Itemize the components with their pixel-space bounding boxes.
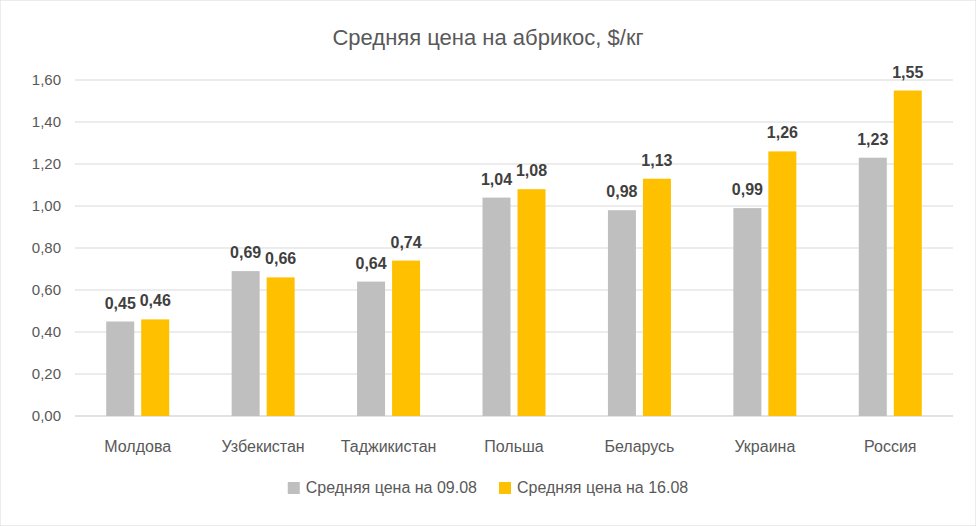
- x-tick-label: Таджикистан: [341, 438, 437, 455]
- legend-swatch: [499, 482, 511, 494]
- y-tick-label: 0,20: [32, 365, 61, 382]
- data-label: 0,98: [606, 183, 637, 200]
- bar: [733, 208, 761, 416]
- data-label: 0,69: [230, 244, 261, 261]
- data-label: 1,13: [641, 152, 672, 169]
- grid-line: [75, 80, 953, 81]
- grid: [75, 80, 953, 416]
- legend-swatch: [288, 482, 300, 494]
- y-tick-label: 1,40: [32, 113, 61, 130]
- bar: [483, 198, 511, 416]
- bar: [768, 151, 796, 416]
- grid-line: [75, 416, 953, 417]
- data-label: 1,26: [767, 124, 798, 141]
- x-tick-label: Россия: [864, 438, 916, 455]
- data-label: 0,46: [140, 292, 171, 309]
- grid-line: [75, 164, 953, 165]
- data-label: 0,64: [356, 255, 387, 272]
- bar: [232, 271, 260, 416]
- legend: Средняя цена на 09.08 Средняя цена на 16.…: [288, 479, 689, 496]
- legend-label: Средняя цена на 16.08: [517, 479, 688, 496]
- bar: [859, 158, 887, 416]
- data-labels: 0,450,46 0,690,66 0,640,74 1,041,08 0,981,13…: [105, 64, 924, 312]
- y-axis: [75, 80, 76, 416]
- data-label: 1,08: [516, 162, 547, 179]
- bar: [894, 91, 922, 417]
- x-tick-label: Молдова: [104, 438, 171, 455]
- data-label: 0,74: [391, 234, 422, 251]
- bar: [106, 322, 134, 417]
- y-tick-label: 1,20: [32, 155, 61, 172]
- x-tick-label: Польша: [484, 438, 544, 455]
- x-tick-label: Украина: [734, 438, 795, 455]
- grid-line: [75, 122, 953, 123]
- bar: [392, 261, 420, 416]
- data-label: 0,45: [105, 295, 136, 312]
- y-tick-label: 0,80: [32, 239, 61, 256]
- grid-line: [75, 290, 953, 291]
- x-tick-label: Узбекистан: [222, 438, 305, 455]
- x-axis: [75, 416, 953, 417]
- y-tick-label: 1,60: [32, 71, 61, 88]
- bar: [357, 282, 385, 416]
- y-tick-label: 1,00: [32, 197, 61, 214]
- bar: [608, 210, 636, 416]
- bar: [643, 179, 671, 416]
- data-label: 0,99: [732, 181, 763, 198]
- bars: [106, 91, 922, 417]
- bar: [141, 319, 169, 416]
- grid-line: [75, 206, 953, 207]
- background: [0, 0, 976, 526]
- bar: [267, 277, 295, 416]
- data-label: 1,23: [857, 131, 888, 148]
- chart: Средняя цена на абрикос, $/кг 0,00 0,20 0,4…: [0, 0, 976, 526]
- data-label: 1,55: [892, 64, 923, 81]
- data-label: 1,04: [481, 171, 512, 188]
- grid-line: [75, 248, 953, 249]
- y-tick-label: 0,60: [32, 281, 61, 298]
- y-tick-label: 0,40: [32, 323, 61, 340]
- x-tick-label: Беларусь: [604, 438, 674, 455]
- bar: [518, 189, 546, 416]
- title: Средняя цена на абрикос, $/кг: [332, 25, 643, 50]
- data-label: 0,66: [265, 250, 296, 267]
- grid-line: [75, 332, 953, 333]
- y-tick-label: 0,00: [32, 407, 61, 424]
- grid-line: [75, 374, 953, 375]
- legend-label: Средняя цена на 09.08: [306, 479, 477, 496]
